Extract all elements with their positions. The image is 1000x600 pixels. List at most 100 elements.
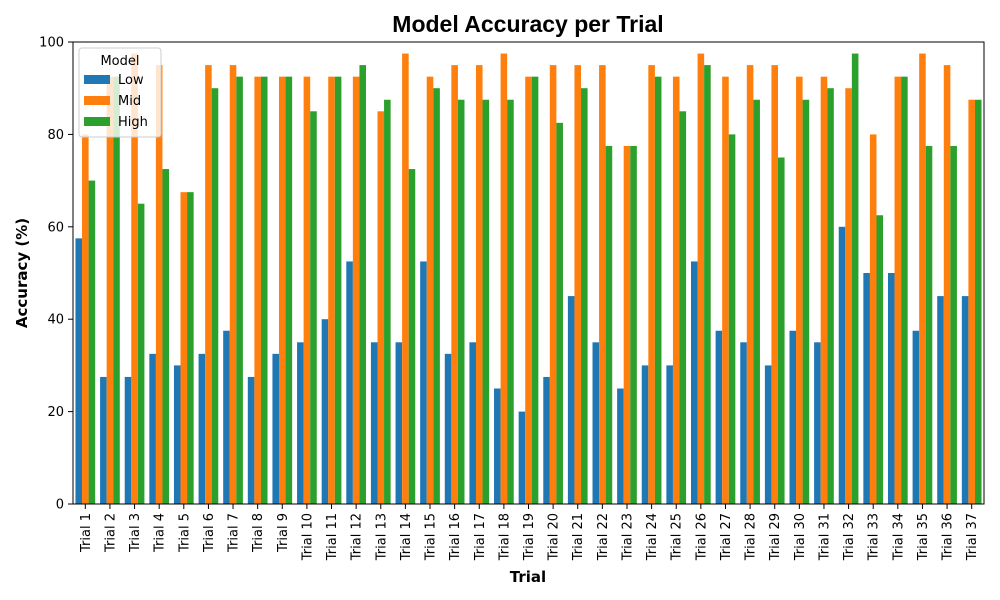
bar-mid-28 [746, 65, 754, 504]
bar-low-9 [272, 353, 280, 504]
bar-mid-3 [131, 53, 138, 505]
bar-low-14 [395, 342, 403, 504]
bar-low-30 [789, 330, 797, 504]
bar-low-26 [691, 261, 698, 504]
x-tick-label: Trial 30 [793, 513, 808, 561]
bar-low-29 [764, 365, 772, 504]
bar-mid-19 [525, 76, 532, 505]
x-tick-label: Trial 17 [473, 513, 488, 561]
bar-mid-7 [229, 65, 237, 504]
x-tick-label: Trial 22 [596, 513, 611, 561]
bar-high-34 [901, 76, 908, 505]
bar-low-33 [863, 273, 870, 504]
y-tick-label: 80 [47, 128, 64, 143]
bar-high-29 [778, 157, 785, 504]
legend: Model Low Mid High [78, 47, 162, 138]
x-tick-label: Trial 4 [153, 513, 168, 553]
x-tick-label: Trial 23 [620, 513, 635, 561]
bar-mid-5 [180, 192, 188, 504]
bar-high-1 [88, 180, 96, 504]
bar-low-1 [75, 238, 83, 504]
axes-group: 0 20 40 60 80 100 Trial 1 Trial 2 Trial 3 Trial 4… [39, 36, 985, 561]
legend-swatch-low [84, 75, 110, 84]
bar-mid-30 [796, 76, 803, 505]
bar-high-13 [384, 99, 391, 504]
bar-mid-1 [82, 134, 89, 504]
bar-low-5 [173, 365, 181, 504]
bar-high-21 [581, 88, 588, 504]
bar-high-31 [827, 88, 834, 504]
bar-low-37 [961, 296, 969, 504]
x-tick-label: Trial 3 [128, 513, 143, 553]
y-tick-label: 20 [47, 405, 64, 420]
bar-mid-31 [820, 76, 828, 505]
x-tick-label: Trial 12 [350, 513, 365, 561]
bar-mid-24 [648, 65, 655, 504]
x-tick-label: Trial 28 [744, 513, 759, 561]
bar-high-30 [802, 99, 810, 504]
x-tick-label: Trial 25 [670, 513, 685, 561]
bar-mid-32 [845, 88, 852, 504]
bar-high-20 [556, 122, 563, 504]
x-tick-label: Trial 14 [399, 513, 414, 561]
bar-high-19 [531, 76, 539, 505]
bar-high-32 [851, 53, 859, 505]
x-tick-label: Trial 18 [497, 513, 512, 561]
x-tick-label: Trial 37 [965, 513, 980, 561]
bar-high-4 [162, 169, 170, 505]
bar-mid-23 [623, 145, 631, 504]
bar-low-15 [420, 261, 427, 504]
bar-low-7 [223, 330, 230, 504]
bar-low-16 [444, 353, 452, 504]
bar-low-21 [567, 296, 575, 504]
bar-low-6 [198, 353, 206, 504]
legend-box [78, 47, 162, 138]
x-tick-label: Trial 8 [251, 513, 266, 553]
x-tick-label: Trial 2 [103, 513, 118, 553]
legend-title: Model [100, 54, 139, 69]
x-tick-label: Trial 16 [448, 513, 463, 561]
bar-low-28 [740, 342, 747, 504]
bar-low-18 [494, 388, 501, 504]
x-tick-label: Trial 34 [891, 513, 906, 561]
legend-swatch-mid [84, 96, 110, 105]
bar-high-37 [974, 99, 982, 504]
bar-high-10 [310, 111, 317, 505]
legend-label-high: High [118, 115, 148, 130]
y-axis-label: Accuracy (%) [13, 218, 31, 328]
x-tick-label: Trial 7 [227, 513, 242, 553]
bar-high-17 [482, 99, 490, 504]
legend-label-mid: Mid [118, 94, 141, 109]
bar-high-8 [260, 76, 268, 505]
chart-title: Model Accuracy per Trial [392, 11, 663, 37]
bar-low-19 [518, 411, 526, 504]
bar-high-3 [137, 203, 145, 504]
bar-high-22 [605, 145, 613, 504]
bar-low-34 [887, 273, 895, 504]
bar-mid-22 [599, 65, 606, 504]
bar-low-36 [937, 296, 944, 504]
bar-high-33 [876, 215, 884, 504]
x-tick-label: Trial 19 [522, 513, 537, 561]
bar-mid-15 [426, 76, 434, 505]
bar-low-17 [469, 342, 476, 504]
bar-low-25 [666, 365, 673, 504]
y-tick-label: 0 [56, 498, 64, 513]
bar-high-27 [728, 134, 736, 504]
bar-mid-29 [771, 65, 778, 504]
bar-mid-16 [451, 65, 458, 504]
bar-mid-35 [919, 53, 926, 505]
y-tick-label: 40 [47, 313, 64, 328]
x-tick-label: Trial 11 [325, 513, 340, 561]
bar-low-23 [617, 388, 624, 504]
bar-low-27 [715, 330, 723, 504]
bar-high-14 [408, 169, 416, 505]
bar-low-24 [641, 365, 649, 504]
bar-high-5 [187, 192, 194, 504]
bars-group [75, 53, 982, 505]
bar-mid-9 [279, 76, 286, 505]
x-tick-label: Trial 31 [817, 513, 832, 561]
x-axis-label: Trial [510, 568, 546, 586]
x-tick-label: Trial 20 [547, 513, 562, 561]
bar-high-9 [285, 76, 293, 505]
